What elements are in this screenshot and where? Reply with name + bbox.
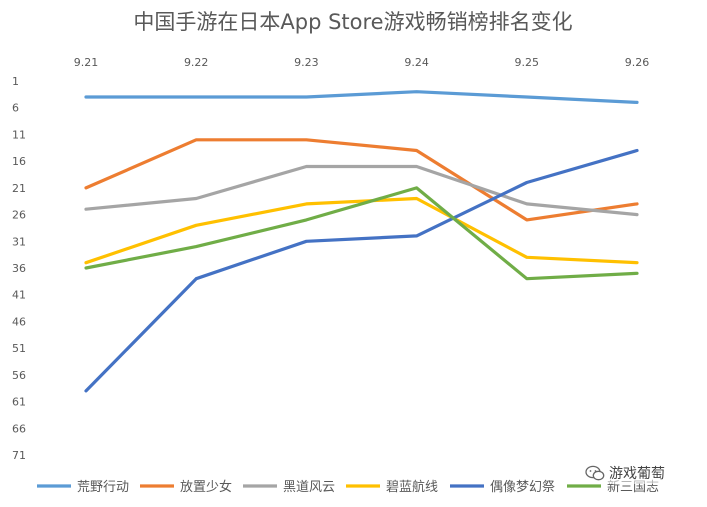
watermark-text: 游戏葡萄 [609,466,665,482]
legend-label: 放置少女 [180,479,232,495]
y-tick-label: 16 [12,155,26,168]
y-tick-label: 1 [12,75,19,88]
legend-label: 偶像梦幻祭 [490,480,555,495]
y-tick-label: 21 [12,182,26,195]
x-tick-label: 9.25 [515,56,540,69]
y-tick-label: 46 [12,315,26,328]
y-tick-label: 41 [12,289,26,302]
x-tick-label: 9.26 [625,56,650,69]
series-line [84,90,639,105]
y-tick-label: 26 [12,209,26,222]
y-tick-label: 61 [12,396,26,409]
wechat-icon [585,465,605,481]
y-tick-label: 31 [12,235,26,248]
series-line [84,164,639,217]
x-tick-label: 9.21 [74,56,99,69]
x-tick-label: 9.22 [184,56,209,69]
legend-label: 碧蓝航线 [386,479,438,495]
x-tick-label: 9.24 [404,56,429,69]
legend-label: 荒野行动 [77,480,129,495]
chart-title: 中国手游在日本App Store游戏畅销榜排名变化 [133,10,572,34]
y-tick-label: 66 [12,422,26,435]
x-axis: 9.21 9.22 9.23 9.24 9.25 9.26 [74,56,650,69]
y-tick-label: 71 [12,449,26,462]
series-line [84,196,639,265]
y-tick-label: 36 [12,262,26,275]
legend-label: 黑道风云 [283,480,335,495]
y-tick-label: 11 [12,128,26,141]
legend: 荒野行动 放置少女 黑道风云 碧蓝航线 偶像梦幻祭 新三国志 [37,479,659,495]
series-line [84,138,639,222]
x-tick-label: 9.23 [294,56,319,69]
y-tick-label: 6 [12,102,19,115]
y-tick-label: 56 [12,369,26,382]
y-tick-label: 51 [12,342,26,355]
plot-area [84,90,639,393]
watermark: 游戏葡萄 [582,462,668,484]
series-line [84,186,639,281]
series-line [84,148,639,393]
